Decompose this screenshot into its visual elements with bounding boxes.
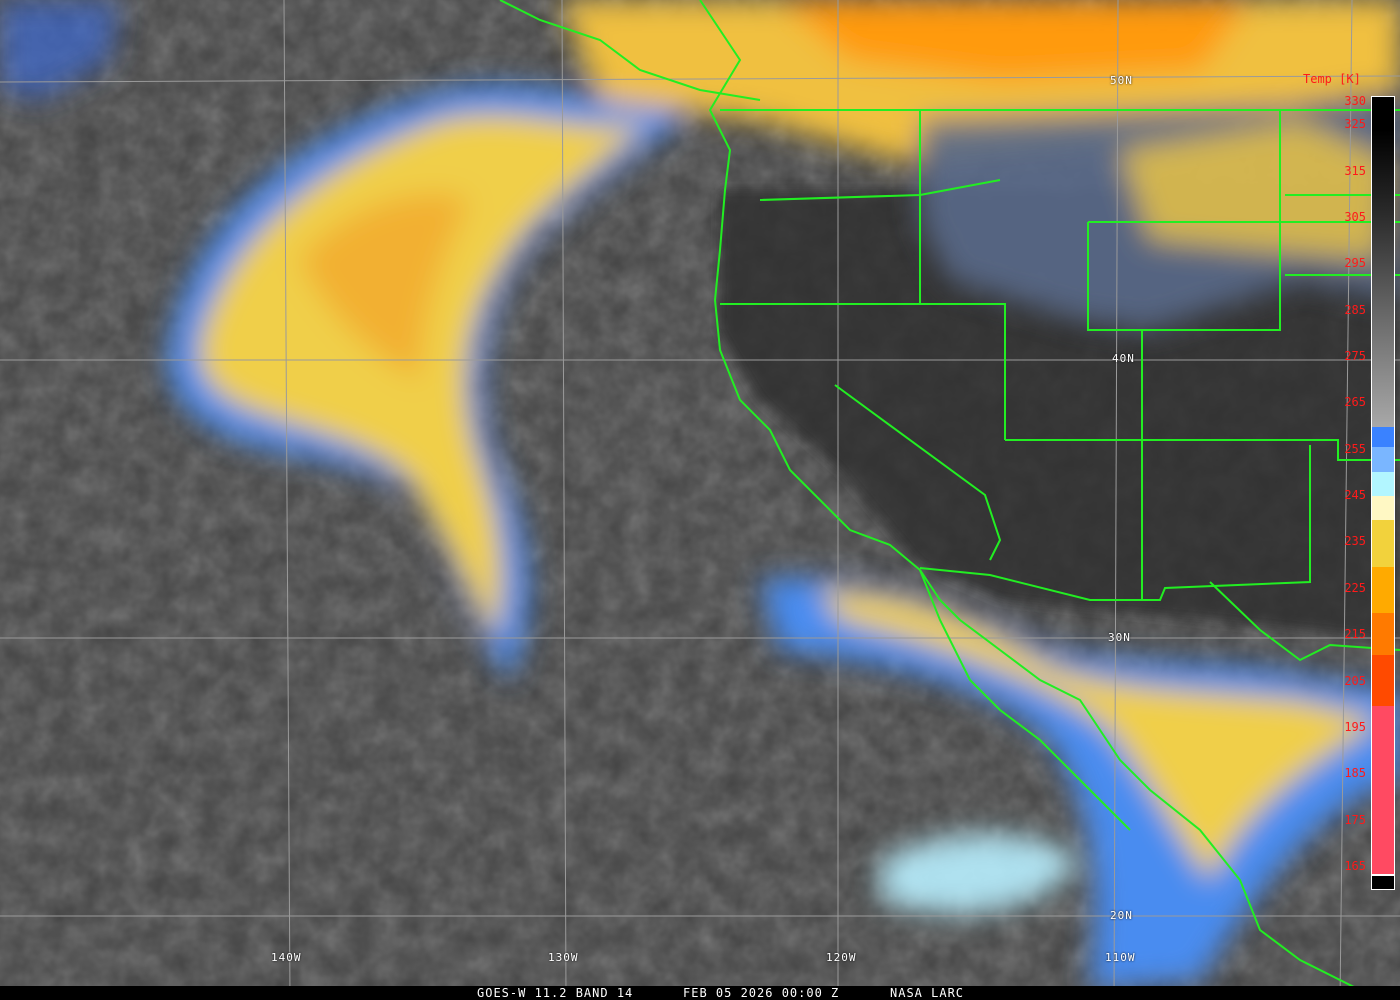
colorbar-segment: [1372, 874, 1394, 876]
colorbar-segment: [1372, 427, 1394, 447]
colorbar-segment: [1372, 567, 1394, 613]
temperature-colorbar: [1371, 96, 1395, 890]
colorbar-segment: [1372, 447, 1394, 472]
colorbar-tick-label: 255: [1344, 441, 1366, 456]
latitude-label-50n: 50N: [1110, 74, 1133, 87]
colorbar-tick-label: 295: [1344, 256, 1366, 271]
longitude-label-110w: 110W: [1105, 951, 1136, 964]
caption-satellite-band: GOES-W 11.2 BAND 14: [477, 986, 634, 1000]
colorbar-tick-label: 175: [1344, 812, 1366, 827]
colorbar-tick-label: 285: [1344, 302, 1366, 317]
colorbar-tick-label: 330: [1344, 94, 1366, 108]
colorbar-tick-label: 215: [1344, 627, 1366, 642]
caption-datetime: FEB 05 2026 00:00 Z: [683, 986, 840, 1000]
image-caption-bar: GOES-W 11.2 BAND 14 FEB 05 2026 00:00 Z …: [0, 986, 1400, 1000]
colorbar-segment: [1372, 520, 1394, 567]
longitude-label-140w: 140W: [271, 951, 302, 964]
colorbar-segment: [1372, 472, 1394, 496]
colorbar-tick-label: 315: [1344, 163, 1366, 178]
colorbar-tick-label: 325: [1344, 117, 1366, 132]
baja-coast: [919, 569, 1131, 831]
colorbar-tick-label: 235: [1344, 534, 1366, 549]
west-coastline: [699, 0, 1361, 991]
latitude-label-30n: 30N: [1108, 631, 1131, 644]
colorbar-tick-label: 205: [1344, 673, 1366, 688]
latitude-label-20n: 20N: [1110, 909, 1133, 922]
colorbar-tick-label: 245: [1344, 488, 1366, 503]
longitude-label-130w: 130W: [548, 951, 579, 964]
longitude-label-120w: 120W: [826, 951, 857, 964]
colorbar-tick-label: 185: [1344, 766, 1366, 781]
colorbar-segment: [1372, 655, 1394, 706]
caption-source: NASA LARC: [890, 986, 965, 1000]
colorbar-segment: [1372, 876, 1394, 889]
colorbar-segment: [1372, 496, 1394, 520]
colorbar-tick-label: 195: [1344, 719, 1366, 734]
colorbar-tick-label: 305: [1344, 209, 1366, 224]
colorbar-segment: [1372, 613, 1394, 655]
colorbar-tick-label: 165: [1344, 859, 1366, 873]
colorbar-tick-label: 275: [1344, 349, 1366, 363]
colorbar-segment: [1372, 706, 1394, 874]
colorbar-tick-label: 225: [1344, 580, 1366, 595]
colorbar-title: Temp [K]: [1303, 72, 1361, 86]
colorbar-grayscale-segment: [1372, 97, 1394, 427]
latitude-label-40n: 40N: [1112, 352, 1135, 365]
colorbar-tick-label: 265: [1344, 395, 1366, 410]
